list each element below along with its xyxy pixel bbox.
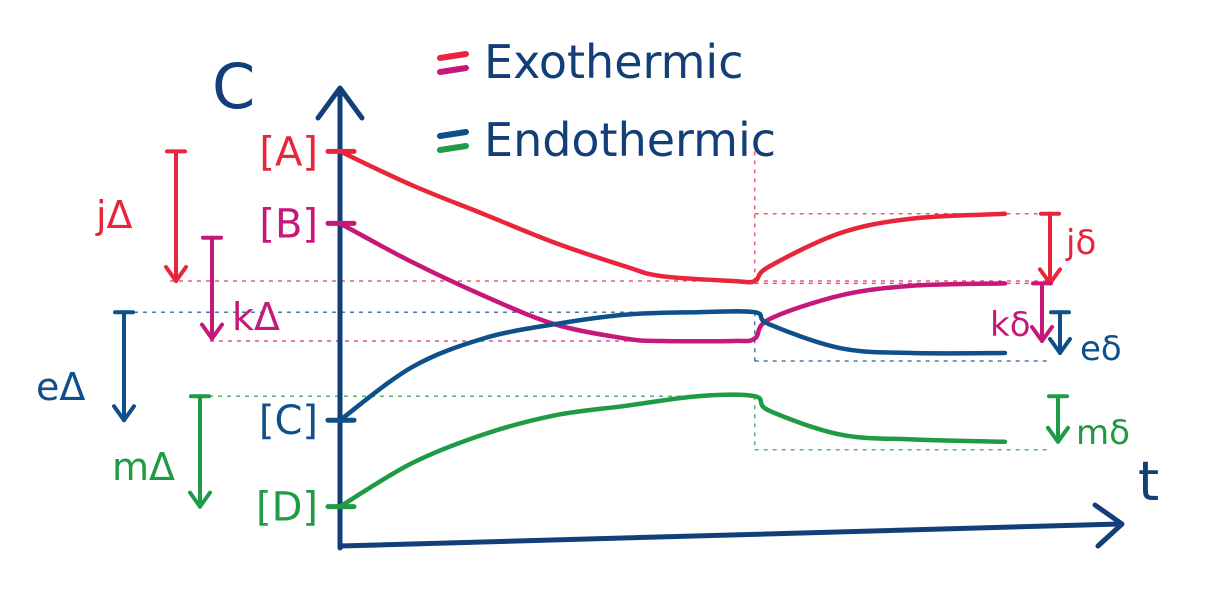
legend-swatch-top-0 <box>437 51 469 61</box>
legend-label-0: Exothermic <box>484 35 744 89</box>
series-line-c <box>337 308 1008 423</box>
legend-swatch-bottom-1 <box>437 143 469 153</box>
x-axis-arrow <box>1092 502 1125 549</box>
y-axis-arrow <box>315 85 365 121</box>
annotation-label-5: kδ <box>990 305 1031 345</box>
legend-swatch-top-1 <box>437 129 469 139</box>
annotation-label-4: jδ <box>1065 223 1096 263</box>
concentration-label-1: [B] <box>259 201 318 247</box>
x-axis <box>337 521 1123 549</box>
concentration-label-2: [C] <box>259 398 318 444</box>
annotation-arrowhead-3 <box>188 490 212 509</box>
annotation-arrowhead-2 <box>112 404 136 423</box>
series-line-a <box>337 149 1008 285</box>
concentration-labels: [A] [B] [C] [D] <box>256 129 357 531</box>
concentration-label-0: [A] <box>259 129 318 175</box>
annotation-arrowhead-5 <box>1030 325 1054 343</box>
axes <box>315 85 1125 551</box>
concentration-label-3: [D] <box>256 485 318 531</box>
annotation-label-3: mΔ <box>112 445 175 489</box>
annotation-7: mδ <box>1046 394 1130 453</box>
annotation-arrowhead-6 <box>1048 337 1072 355</box>
annotation-label-7: mδ <box>1076 413 1130 453</box>
y-axis-label: C <box>212 50 255 123</box>
annotation-label-6: eδ <box>1080 329 1122 369</box>
annotation-arrowhead-0 <box>164 265 188 283</box>
legend-label-1: Endothermic <box>484 113 776 167</box>
annotation-5: kδ <box>990 281 1054 345</box>
series-lines <box>337 149 1008 509</box>
annotation-4: jδ <box>1038 211 1096 286</box>
legend-swatch-bottom-0 <box>437 65 469 75</box>
annotation-0: jΔ <box>95 149 188 283</box>
x-axis-label: t <box>1138 450 1159 513</box>
legend: Exothermic Endothermic <box>437 35 776 167</box>
annotation-arrowhead-7 <box>1046 425 1070 444</box>
change-annotations: jΔ kΔ eΔ mΔ jδ kδ eδ mδ <box>36 149 1130 509</box>
series-line-b <box>337 221 1008 344</box>
annotation-label-1: kΔ <box>232 295 280 339</box>
annotation-2: eΔ <box>36 310 136 423</box>
annotation-6: eδ <box>1048 310 1122 369</box>
annotation-label-0: jΔ <box>95 193 133 237</box>
annotation-arrowhead-1 <box>200 322 224 341</box>
annotation-3: mΔ <box>112 394 212 509</box>
annotation-1: kΔ <box>200 235 280 341</box>
series-line-d <box>337 392 1008 509</box>
annotation-label-2: eΔ <box>36 365 85 409</box>
